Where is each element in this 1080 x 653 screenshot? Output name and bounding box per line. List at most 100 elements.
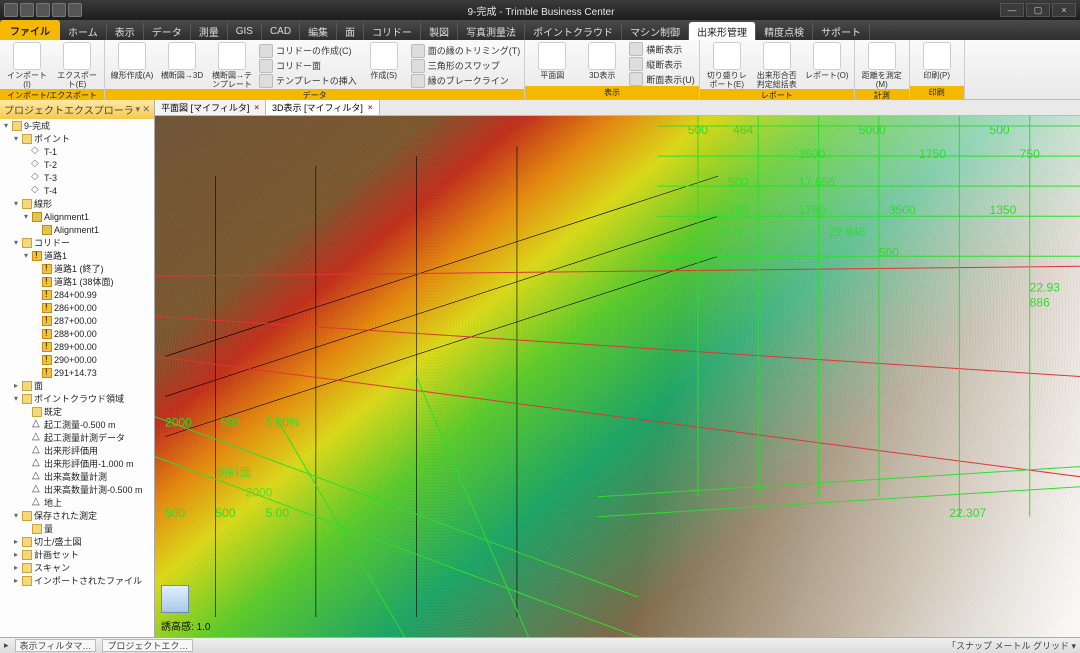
tree-toggle-icon[interactable]: ▸ [12, 576, 20, 585]
ribbon-tab[interactable]: ホーム [60, 22, 107, 40]
tree-item[interactable]: 290+00.00 [0, 353, 154, 366]
tree-toggle-icon[interactable]: ▾ [12, 238, 20, 247]
ribbon-small-button[interactable]: 縁のブレークライン [411, 74, 521, 88]
ribbon-button[interactable]: 3D表示 [579, 42, 625, 86]
ribbon-tab[interactable]: GIS [228, 22, 262, 40]
tree-toggle-icon[interactable]: ▾ [2, 121, 10, 130]
ribbon-tab[interactable]: 精度点検 [756, 22, 813, 40]
maximize-button[interactable]: ▢ [1026, 3, 1050, 17]
tree-toggle-icon[interactable]: ▾ [22, 212, 30, 221]
ribbon-button[interactable]: インポート(I) [4, 42, 50, 89]
ribbon-button[interactable]: 横断図→3D [159, 42, 205, 89]
tree-item[interactable]: ▸スキャン [0, 561, 154, 574]
ribbon-tab[interactable]: 表示 [107, 22, 144, 40]
ribbon-button[interactable]: レポート(O) [804, 42, 850, 89]
tree-item[interactable]: 291+14.73 [0, 366, 154, 379]
ribbon-tab[interactable]: コリドー [364, 22, 421, 40]
tree-item[interactable]: T-2 [0, 158, 154, 171]
ribbon-button[interactable]: 切り盛りレポート(E) [704, 42, 750, 89]
ribbon-tab[interactable]: 測量 [191, 22, 228, 40]
tree-item[interactable]: 起工測量計測データ [0, 431, 154, 444]
tree-toggle-icon[interactable]: ▾ [22, 251, 30, 260]
project-explorer-title-bar[interactable]: プロジェクトエクスプローラ ▾ ✕ [0, 100, 154, 119]
tree-toggle-icon[interactable]: ▸ [12, 381, 20, 390]
tree-item[interactable]: ▸インポートされたファイル [0, 574, 154, 587]
tree-item[interactable]: 284+00.99 [0, 288, 154, 301]
ribbon-button[interactable]: 距離を測定(M) [859, 42, 905, 89]
ribbon-button[interactable]: 平面図 [529, 42, 575, 86]
ribbon-tab[interactable]: 製図 [421, 22, 458, 40]
ribbon-small-button[interactable]: 断面表示(U) [629, 72, 695, 86]
ribbon-tab[interactable]: データ [144, 22, 191, 40]
tree-toggle-icon[interactable]: ▸ [12, 550, 20, 559]
status-tab-filter[interactable]: 表示フィルタマ… [15, 639, 97, 652]
view-tab[interactable]: 平面図 [マイフィルタ]× [155, 100, 266, 115]
ribbon-button[interactable]: 作成(S) [361, 42, 407, 89]
tree-item[interactable]: 287+00.00 [0, 314, 154, 327]
ribbon-small-button[interactable]: 縦断表示 [629, 57, 695, 71]
tree-item[interactable]: T-4 [0, 184, 154, 197]
tree-item[interactable]: 出来形評価用 [0, 444, 154, 457]
tree-toggle-icon[interactable]: ▸ [12, 537, 20, 546]
ribbon-small-button[interactable]: コリドー面 [259, 59, 357, 73]
tree-item[interactable]: ▾コリドー [0, 236, 154, 249]
tree-item[interactable]: ▾道路1 [0, 249, 154, 262]
view-canvas[interactable]: 500 464 5000 500 3500 1750 750 500 17.65… [155, 116, 1080, 637]
close-button[interactable]: × [1052, 3, 1076, 17]
ribbon-tab[interactable]: 面 [337, 22, 364, 40]
status-flag-icon[interactable]: ▸ [4, 640, 9, 651]
tree-item[interactable]: T-1 [0, 145, 154, 158]
tree-item[interactable]: ▾ポイント [0, 132, 154, 145]
tree-item[interactable]: 286+00.00 [0, 301, 154, 314]
close-icon[interactable]: × [254, 103, 259, 112]
ribbon-small-button[interactable]: 三角形のスワップ [411, 59, 521, 73]
ribbon-button[interactable]: 横断図→テンプレート [209, 42, 255, 89]
ribbon-tab[interactable]: 出来形管理 [689, 22, 756, 40]
tree-item[interactable]: ▾9-完成 [0, 119, 154, 132]
tree-item[interactable]: ▸面 [0, 379, 154, 392]
status-right[interactable]: 「スナップ メートル グリッド ▾ [947, 639, 1076, 652]
tree-item[interactable]: T-3 [0, 171, 154, 184]
ribbon-button[interactable]: 印刷(P) [914, 42, 960, 86]
ribbon-button[interactable]: エクスポート(E) [54, 42, 100, 89]
ribbon-tab[interactable]: 編集 [300, 22, 337, 40]
tree-item[interactable]: ▾Alignment1 [0, 210, 154, 223]
tree-item[interactable]: ▾保存された測定 [0, 509, 154, 522]
ribbon-tab[interactable]: サポート [813, 22, 870, 40]
tree-item[interactable]: 起工測量-0.500 m [0, 418, 154, 431]
minimize-button[interactable]: — [1000, 3, 1024, 17]
tree-item[interactable]: 288+00.00 [0, 327, 154, 340]
tree-item[interactable]: 地上 [0, 496, 154, 509]
close-icon[interactable]: × [368, 103, 373, 112]
ribbon-small-button[interactable]: 面の縁のトリミング(T) [411, 44, 521, 58]
tree-item[interactable]: ▸切土/盛土図 [0, 535, 154, 548]
tree-item[interactable]: 道路1 (終了) [0, 262, 154, 275]
tree-toggle-icon[interactable]: ▸ [12, 563, 20, 572]
ribbon-small-button[interactable]: テンプレートの挿入 [259, 74, 357, 88]
qat-redo-icon[interactable] [36, 3, 50, 17]
ribbon-tab[interactable]: 写真測量法 [458, 22, 525, 40]
tree-item[interactable]: 量 [0, 522, 154, 535]
tree-item[interactable]: 既定 [0, 405, 154, 418]
qat-save-icon[interactable] [4, 3, 18, 17]
tree-item[interactable]: ▾線形 [0, 197, 154, 210]
qat-open-icon[interactable] [52, 3, 66, 17]
tree-item[interactable]: Alignment1 [0, 223, 154, 236]
ribbon-tab[interactable]: ポイントクラウド [525, 22, 622, 40]
ribbon-button[interactable]: 出来形合否判定総括表 [754, 42, 800, 89]
tree-toggle-icon[interactable]: ▾ [12, 511, 20, 520]
qat-arrow-icon[interactable] [68, 3, 82, 17]
view-tab[interactable]: 3D表示 [マイフィルタ]× [266, 100, 380, 115]
tree-item[interactable]: 出来高数量計測 [0, 470, 154, 483]
ribbon-small-button[interactable]: コリドーの作成(C) [259, 44, 357, 58]
tree-item[interactable]: 出来形評価用-1.000 m [0, 457, 154, 470]
qat-undo-icon[interactable] [20, 3, 34, 17]
ribbon-button[interactable]: 線形作成(A) [109, 42, 155, 89]
tree-toggle-icon[interactable]: ▾ [12, 394, 20, 403]
tree-item[interactable]: ▸計画セット [0, 548, 154, 561]
ribbon-tab[interactable]: マシン制御 [622, 22, 689, 40]
panel-close-icon[interactable]: ▾ ✕ [135, 104, 150, 115]
status-tab-explorer[interactable]: プロジェクトエク… [102, 639, 193, 652]
tree-item[interactable]: 道路1 (38体面) [0, 275, 154, 288]
tree-toggle-icon[interactable]: ▾ [12, 134, 20, 143]
